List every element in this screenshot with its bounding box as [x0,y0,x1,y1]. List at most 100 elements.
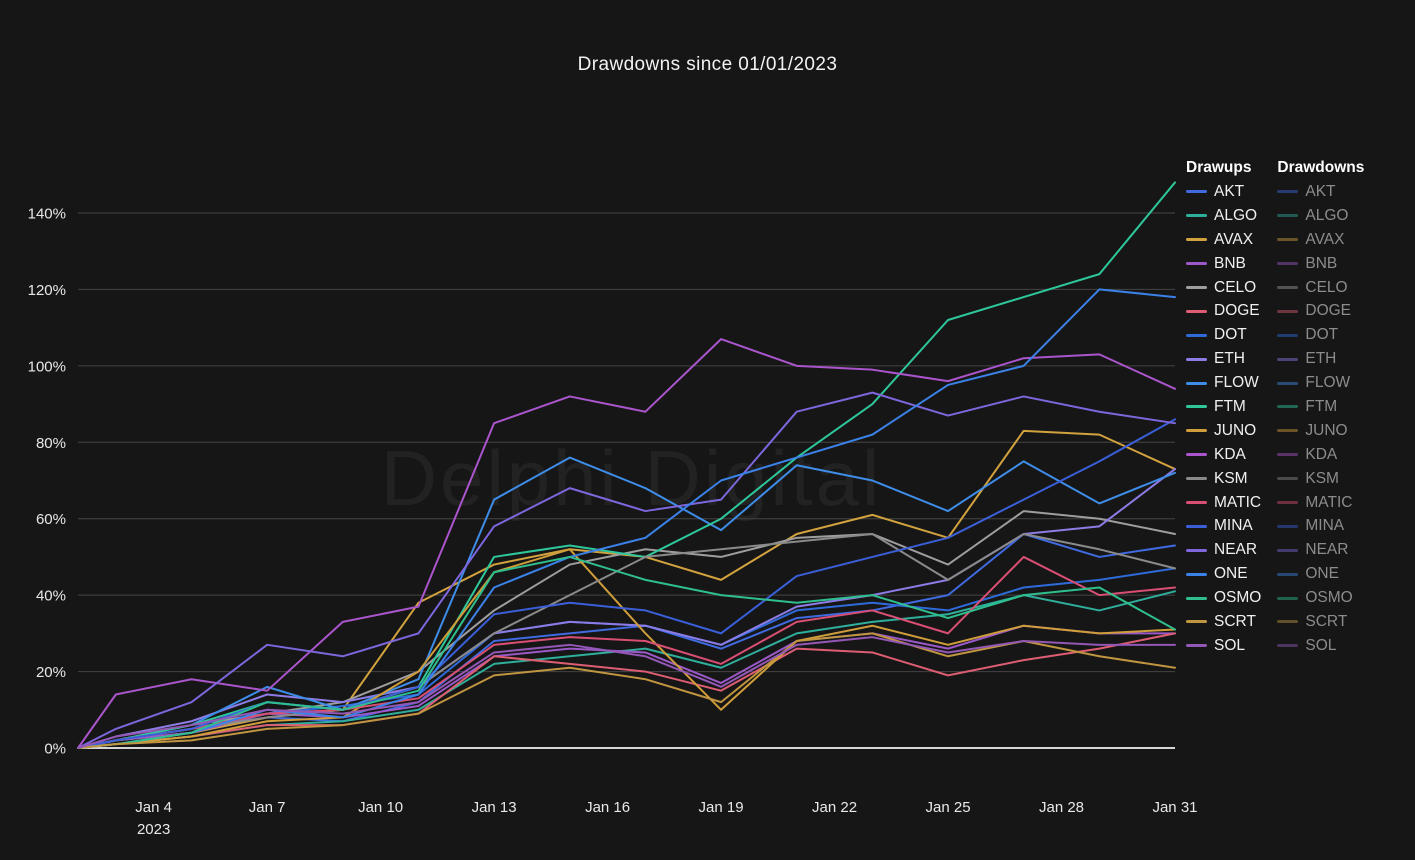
legend-label-juno: JUNO [1305,421,1348,439]
legend-item-drawdowns-matic[interactable]: MATIC [1277,491,1364,515]
legend-item-drawups-matic[interactable]: MATIC [1186,491,1261,515]
legend: Drawups AKT ALGO AVAX BNB CELO DOGE DOT ETH FLOW… [1186,156,1364,658]
legend-item-drawdowns-scrt[interactable]: SCRT [1277,610,1364,634]
x-tick-label: Jan 28 [1039,799,1084,816]
legend-item-drawups-flow[interactable]: FLOW [1186,371,1261,395]
legend-item-drawdowns-mina[interactable]: MINA [1277,514,1364,538]
legend-item-drawups-ftm[interactable]: FTM [1186,395,1261,419]
legend-label-eth: ETH [1214,350,1245,368]
legend-item-drawdowns-flow[interactable]: FLOW [1277,371,1364,395]
series-line-NEAR [77,391,1176,749]
legend-label-akt: AKT [1305,182,1336,200]
legend-item-drawdowns-sol[interactable]: SOL [1277,634,1364,658]
legend-label-dot: DOT [1214,326,1247,344]
legend-item-drawups-scrt[interactable]: SCRT [1186,610,1261,634]
legend-swatch-algo-icon [1186,214,1207,218]
legend-swatch-eth-icon [1186,357,1207,361]
legend-item-drawdowns-ksm[interactable]: KSM [1277,467,1364,491]
x-tick-label: Jan 13 [472,799,517,816]
legend-item-drawdowns-near[interactable]: NEAR [1277,538,1364,562]
x-tick-label: Jan 31 [1152,799,1197,816]
legend-item-drawups-near[interactable]: NEAR [1186,538,1261,562]
legend-swatch-ftm-icon [1186,405,1207,409]
legend-item-drawups-sol[interactable]: SOL [1186,634,1261,658]
legend-swatch-near-icon [1186,548,1207,552]
legend-swatch-one-icon [1186,572,1207,576]
legend-label-matic: MATIC [1214,493,1262,511]
legend-label-near: NEAR [1214,541,1258,559]
legend-swatch-celo-icon [1277,286,1299,289]
y-tick-label: 80% [36,435,66,452]
legend-item-drawups-doge[interactable]: DOGE [1186,299,1261,323]
legend-label-bnb: BNB [1214,254,1246,272]
legend-item-drawups-algo[interactable]: ALGO [1186,204,1261,228]
legend-column-drawups: Drawups AKT ALGO AVAX BNB CELO DOGE DOT ETH FLOW… [1186,156,1261,658]
legend-label-algo: ALGO [1305,206,1349,224]
legend-item-drawups-juno[interactable]: JUNO [1186,419,1261,443]
legend-item-drawdowns-bnb[interactable]: BNB [1277,252,1364,276]
legend-swatch-near-icon [1277,548,1299,552]
legend-swatch-doge-icon [1277,309,1299,313]
legend-item-drawups-akt[interactable]: AKT [1186,180,1261,204]
legend-label-osmo: OSMO [1305,589,1353,607]
legend-item-drawups-celo[interactable]: CELO [1186,276,1261,300]
legend-label-flow: FLOW [1305,374,1351,392]
legend-label-sol: SOL [1214,636,1246,654]
series-line-AVAX [77,429,1176,749]
legend-item-drawdowns-dot[interactable]: DOT [1277,323,1364,347]
legend-label-avax: AVAX [1305,230,1345,248]
legend-label-avax: AVAX [1214,230,1254,248]
legend-item-drawups-mina[interactable]: MINA [1186,514,1261,538]
legend-swatch-ftm-icon [1277,405,1299,409]
legend-swatch-akt-icon [1186,190,1207,194]
legend-swatch-one-icon [1277,572,1299,576]
legend-swatch-eth-icon [1277,357,1299,361]
legend-item-drawdowns-algo[interactable]: ALGO [1277,204,1364,228]
legend-swatch-doge-icon [1186,309,1207,313]
y-tick-label: 120% [28,282,66,299]
legend-item-drawdowns-celo[interactable]: CELO [1277,276,1364,300]
x-tick-sublabel: 2023 [137,821,170,838]
x-tick-label: Jan 16 [585,799,630,816]
series-line-ONE [77,288,1176,749]
legend-header-drawups: Drawups [1186,159,1252,176]
legend-item-drawups-avax[interactable]: AVAX [1186,228,1261,252]
y-tick-label: 20% [36,664,66,681]
legend-item-drawups-kda[interactable]: KDA [1186,443,1261,467]
legend-swatch-flow-icon [1186,381,1207,385]
legend-swatch-scrt-icon [1186,620,1207,624]
legend-item-drawups-dot[interactable]: DOT [1186,323,1261,347]
legend-label-akt: AKT [1214,182,1245,200]
legend-item-drawdowns-ftm[interactable]: FTM [1277,395,1364,419]
legend-item-drawups-bnb[interactable]: BNB [1186,252,1261,276]
series-line-DOGE [77,632,1176,749]
legend-swatch-dot-icon [1277,333,1299,337]
legend-item-drawups-one[interactable]: ONE [1186,562,1261,586]
legend-item-drawups-ksm[interactable]: KSM [1186,467,1261,491]
legend-item-drawdowns-juno[interactable]: JUNO [1277,419,1364,443]
legend-swatch-dot-icon [1186,333,1207,337]
legend-item-drawdowns-osmo[interactable]: OSMO [1277,586,1364,610]
legend-item-drawdowns-one[interactable]: ONE [1277,562,1364,586]
legend-item-drawups-osmo[interactable]: OSMO [1186,586,1261,610]
legend-item-drawdowns-avax[interactable]: AVAX [1277,228,1364,252]
legend-items-drawups: AKT ALGO AVAX BNB CELO DOGE DOT ETH FLOW FTM JUNO K… [1186,180,1261,658]
legend-swatch-mina-icon [1277,524,1299,528]
legend-item-drawups-eth[interactable]: ETH [1186,347,1261,371]
legend-swatch-celo-icon [1186,286,1207,289]
y-tick-label: 100% [28,358,66,375]
series-line-FLOW [77,456,1176,749]
series-line-CELO [77,510,1176,749]
legend-swatch-kda-icon [1277,453,1299,457]
legend-swatch-ksm-icon [1277,477,1299,481]
legend-item-drawdowns-eth[interactable]: ETH [1277,347,1364,371]
legend-item-drawdowns-kda[interactable]: KDA [1277,443,1364,467]
legend-label-osmo: OSMO [1214,589,1262,607]
legend-swatch-osmo-icon [1277,596,1299,600]
legend-label-one: ONE [1305,565,1339,583]
legend-swatch-akt-icon [1277,190,1299,194]
legend-item-drawdowns-akt[interactable]: AKT [1277,180,1364,204]
legend-item-drawdowns-doge[interactable]: DOGE [1277,299,1364,323]
